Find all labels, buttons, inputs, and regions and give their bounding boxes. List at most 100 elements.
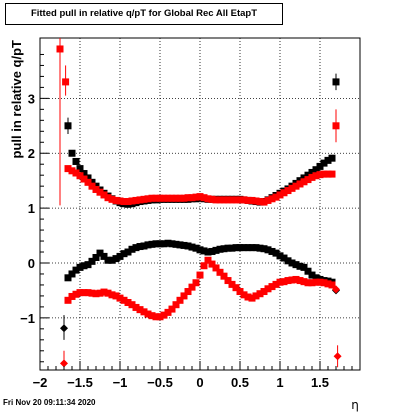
data-point — [112, 196, 120, 204]
data-point — [320, 170, 328, 178]
data-point — [304, 267, 312, 275]
data-point — [228, 244, 236, 252]
data-point — [240, 196, 248, 204]
data-point — [68, 149, 76, 157]
data-point — [272, 193, 280, 201]
data-point — [324, 280, 332, 288]
data-point — [148, 240, 156, 248]
data-point — [168, 194, 176, 202]
data-point — [144, 241, 152, 249]
data-point — [184, 242, 192, 250]
data-point — [232, 196, 240, 204]
data-point — [292, 182, 300, 190]
data-point — [72, 169, 80, 177]
data-point — [244, 293, 252, 301]
data-point — [236, 288, 244, 296]
data-point — [304, 279, 312, 287]
data-point — [176, 241, 184, 249]
data-point — [332, 122, 340, 130]
data-point — [232, 284, 240, 292]
data-point — [260, 288, 268, 296]
data-point — [100, 288, 108, 296]
data-point — [64, 274, 72, 282]
footer-timestamp: Fri Nov 20 09:11:34 2020 — [3, 398, 96, 407]
data-point — [296, 180, 304, 188]
data-point — [332, 285, 340, 294]
data-point — [196, 193, 204, 201]
data-point — [92, 254, 100, 262]
data-point — [176, 194, 184, 202]
data-point — [88, 178, 96, 186]
data-point — [300, 174, 308, 182]
data-point — [108, 291, 116, 299]
data-point — [120, 296, 128, 304]
data-point — [160, 194, 168, 202]
data-point — [212, 264, 220, 272]
data-point — [252, 292, 260, 300]
data-point — [256, 244, 264, 252]
x-tick-label: −0.5 — [147, 375, 173, 390]
data-markers — [56, 45, 342, 368]
data-point — [152, 240, 160, 248]
data-point — [248, 294, 256, 302]
data-point — [112, 292, 120, 300]
data-point — [224, 196, 232, 204]
data-point — [284, 187, 292, 195]
data-point — [212, 196, 220, 204]
data-point — [124, 299, 132, 307]
data-point — [184, 288, 192, 296]
data-point — [68, 167, 76, 175]
data-point — [124, 198, 132, 206]
data-point — [240, 244, 248, 252]
data-point — [304, 171, 312, 179]
data-point — [62, 78, 70, 86]
data-point — [168, 240, 176, 248]
data-point — [80, 175, 88, 183]
data-point — [72, 290, 80, 298]
data-point — [188, 194, 196, 202]
y-axis-label: pull in relative q/pT — [9, 40, 24, 159]
data-point — [108, 195, 116, 203]
x-tick-label: 0.5 — [231, 375, 249, 390]
data-point — [92, 185, 100, 193]
data-point — [280, 278, 288, 286]
data-point — [124, 248, 132, 256]
data-point — [148, 194, 156, 202]
data-point — [84, 174, 92, 182]
data-point — [164, 194, 172, 202]
x-axis-label: η — [351, 398, 359, 412]
data-point — [244, 196, 252, 204]
data-point — [116, 294, 124, 302]
data-point — [80, 289, 88, 297]
data-point — [160, 311, 168, 319]
data-point — [172, 194, 180, 202]
data-point — [128, 245, 136, 253]
data-point — [304, 176, 312, 184]
data-point — [112, 255, 120, 263]
data-point — [96, 289, 104, 297]
data-point — [272, 280, 280, 288]
data-point — [200, 194, 208, 202]
data-point — [264, 246, 272, 254]
x-tick-label: −1.5 — [67, 375, 93, 390]
data-point — [320, 279, 328, 287]
data-point — [236, 196, 244, 204]
data-point — [60, 359, 68, 368]
data-point — [240, 291, 248, 299]
data-point — [276, 278, 284, 286]
data-point — [96, 188, 104, 196]
axes: −2 −1.5 −1 −0.5 0 0.5 1 1.5 −1 0 1 2 3 — [20, 53, 353, 390]
data-point — [80, 170, 88, 178]
data-point — [280, 254, 288, 262]
data-point — [104, 256, 112, 264]
data-point — [108, 256, 116, 264]
data-point — [220, 272, 228, 280]
data-point — [308, 271, 316, 279]
data-point — [204, 248, 212, 256]
data-point — [156, 313, 164, 321]
data-point — [312, 278, 320, 286]
data-point — [284, 277, 292, 285]
data-point — [96, 249, 104, 257]
data-point — [156, 240, 164, 248]
data-point — [300, 178, 308, 186]
